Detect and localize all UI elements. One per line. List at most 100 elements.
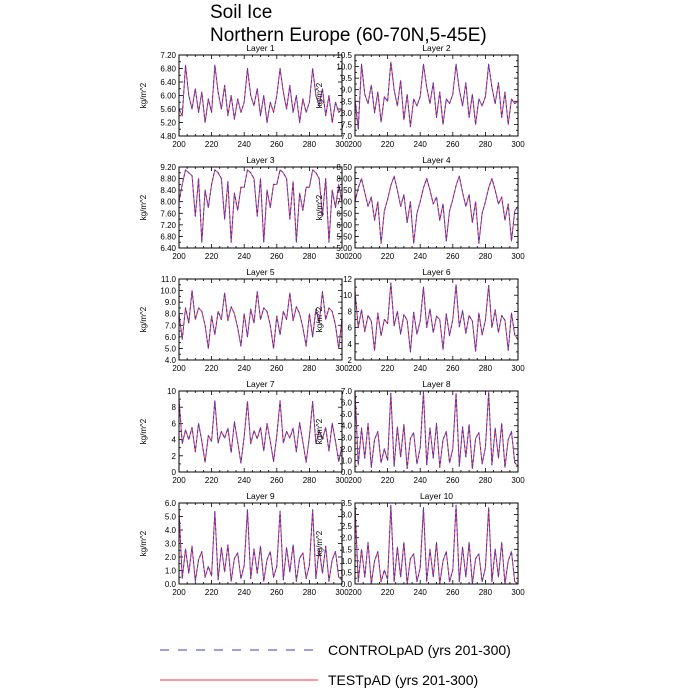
layer-10-xtick-label: 240	[414, 588, 428, 597]
layer-2-frame	[354, 54, 519, 137]
legend: CONTROLpAD (yrs 201-300) TESTpAD (yrs 20…	[160, 642, 511, 688]
layer-9-xtick-label: 200	[172, 588, 186, 597]
layer-2-ytick-label: 7.5	[341, 120, 353, 129]
layer-7-title: Layer 7	[246, 379, 275, 389]
layer-4-frame	[354, 166, 519, 249]
layer-2-ytick-label: 10.5	[336, 51, 352, 60]
layer-4-ytick-label: 7.00	[336, 198, 352, 207]
layer-5-frame	[178, 278, 343, 361]
layer-9-panel: Layer 9 kg/m^2 200 220 240 260 280 300 0.0 1.0 2.0…	[139, 491, 349, 597]
layer-2-ytick-label: 8.0	[341, 109, 353, 118]
layer-1-xtick-label: 280	[303, 140, 317, 149]
layer-6-frame	[354, 278, 519, 361]
layer-7-xtick-label: 280	[303, 476, 317, 485]
layer-7-ytick-label: 8	[172, 403, 177, 412]
layer-5-control-line	[178, 290, 343, 349]
layer-1-ytick-label: 6.00	[160, 92, 176, 101]
layer-3-ytick-label: 8.40	[160, 186, 176, 195]
layer-8-ytick-label: 2.0	[341, 445, 353, 454]
layer-5-ytick-label: 11.0	[161, 275, 177, 284]
layer-1-xtick-label: 300	[335, 140, 349, 149]
layer-10-ytick-label: 2.5	[341, 522, 353, 531]
layer-10-ylabel: kg/m^2	[315, 530, 324, 556]
layer-8-frame	[354, 390, 519, 473]
layer-2-ytick-label: 7.0	[341, 132, 353, 141]
layer-4-ytick-label: 6.00	[336, 221, 352, 230]
layer-1-xtick-label: 240	[238, 140, 252, 149]
layer-8-xtick-label: 240	[414, 476, 428, 485]
layer-5-ytick-label: 9.0	[165, 298, 177, 307]
layer-1-ytick-label: 5.60	[160, 105, 176, 114]
layer-8-ytick-label: 1.0	[341, 456, 353, 465]
layer-4-title: Layer 4	[422, 155, 451, 165]
layer-8-test-line	[354, 390, 519, 470]
layer-3-frame	[178, 166, 343, 249]
layer-4-control-line	[354, 175, 519, 244]
layer-7-xtick-label: 300	[335, 476, 349, 485]
layer-4-xtick-label: 200	[348, 252, 362, 261]
layer-8-xtick-label: 200	[348, 476, 362, 485]
layer-6-xtick-label: 200	[348, 364, 362, 373]
layer-2-ylabel: kg/m^2	[315, 82, 324, 108]
layer-4-xtick-label: 240	[414, 252, 428, 261]
layer-1-panel: Layer 1 kg/m^2 200 220 240 260 280 300 4.80 5.20 5…	[139, 43, 349, 149]
layer-9-xtick-label: 300	[335, 588, 349, 597]
layer-8-ytick-label: 0.0	[341, 468, 353, 477]
layer-5-ytick-label: 4.0	[165, 356, 177, 365]
layer-5-xtick-label: 280	[303, 364, 317, 373]
layer-9-ytick-label: 3.0	[165, 540, 177, 549]
layer-5-xtick-label: 260	[270, 364, 284, 373]
layer-6-ytick-label: 10	[343, 291, 352, 300]
layer-4-xtick-label: 260	[446, 252, 460, 261]
layer-1-ytick-label: 6.40	[160, 78, 176, 87]
layer-2-ytick-label: 10.0	[336, 63, 352, 72]
layer-10-xtick-label: 300	[511, 588, 525, 597]
layer-3-ylabel: kg/m^2	[139, 194, 148, 220]
layer-1-control-line	[178, 64, 343, 123]
layer-2-ytick-label: 9.0	[341, 86, 353, 95]
layer-9-xtick-label: 280	[303, 588, 317, 597]
layer-9-xtick-label: 220	[205, 588, 219, 597]
layer-5-xtick-label: 240	[238, 364, 252, 373]
layer-4-xtick-label: 220	[381, 252, 395, 261]
layer-5-xtick-label: 200	[172, 364, 186, 373]
layer-1-ylabel: kg/m^2	[139, 82, 148, 108]
layer-9-frame	[178, 502, 343, 585]
layer-2-xtick-label: 300	[511, 140, 525, 149]
layer-8-ytick-label: 7.0	[341, 387, 353, 396]
layer-1-ytick-label: 6.80	[160, 65, 176, 74]
layer-7-ytick-label: 4	[172, 436, 177, 445]
layer-3-ytick-label: 7.60	[160, 209, 176, 218]
layer-10-xtick-label: 200	[348, 588, 362, 597]
layer-6-ytick-label: 8	[348, 307, 353, 316]
layer-7-ytick-label: 0	[172, 468, 177, 477]
layer-3-ytick-label: 7.20	[160, 221, 176, 230]
layer-4-ytick-label: 6.50	[336, 209, 352, 218]
layer-5-panel: Layer 5 kg/m^2 200 220 240 260 280 300 4.0 5.0 6.0…	[139, 267, 349, 373]
layer-7-frame	[178, 390, 343, 473]
layer-7-xtick-label: 240	[238, 476, 252, 485]
layer-4-ytick-label: 7.50	[336, 186, 352, 195]
layer-10-ytick-label: 3.5	[341, 499, 353, 508]
layer-2-xtick-label: 240	[414, 140, 428, 149]
layer-3-ytick-label: 6.80	[160, 232, 176, 241]
layer-8-control-line	[354, 390, 519, 470]
layer-2-ytick-label: 8.5	[341, 97, 353, 106]
layer-4-ytick-label: 8.50	[336, 163, 352, 172]
layer-5-xtick-label: 220	[205, 364, 219, 373]
layer-8-xtick-label: 300	[511, 476, 525, 485]
layer-4-test-line	[354, 175, 519, 244]
legend-control-label: CONTROLpAD (yrs 201-300)	[328, 642, 511, 658]
layer-3-title: Layer 3	[246, 155, 275, 165]
layer-10-ytick-label: 0.5	[341, 568, 353, 577]
layer-3-ytick-label: 8.80	[160, 175, 176, 184]
layer-1-frame	[178, 54, 343, 137]
layer-8-title: Layer 8	[422, 379, 451, 389]
layer-6-ylabel: kg/m^2	[315, 306, 324, 332]
layer-5-ytick-label: 8.0	[165, 310, 177, 319]
layer-4-ytick-label: 5.00	[336, 244, 352, 253]
